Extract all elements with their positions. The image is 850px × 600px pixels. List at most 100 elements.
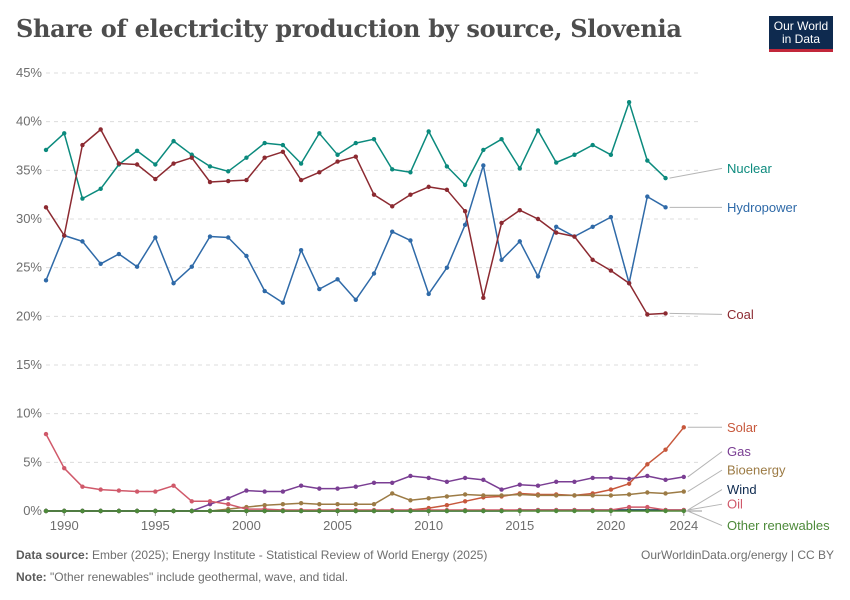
data-point <box>226 508 231 514</box>
data-point <box>608 268 614 273</box>
data-point <box>207 508 213 514</box>
y-tick-label: 45% <box>16 65 42 80</box>
owid-logo[interactable]: Our World in Data <box>769 16 833 52</box>
data-point <box>444 508 450 514</box>
logo-line-2: in Data <box>781 32 821 46</box>
data-point <box>462 182 468 188</box>
data-point <box>608 152 614 157</box>
data-point <box>371 501 377 507</box>
data-point <box>626 481 632 486</box>
data-point <box>390 480 395 485</box>
data-point <box>171 161 176 166</box>
data-point <box>572 234 577 239</box>
data-point <box>62 508 67 514</box>
data-point <box>353 140 358 146</box>
data-point <box>371 508 377 514</box>
data-point <box>645 312 650 317</box>
x-tick-label: 1995 <box>141 518 170 533</box>
data-point <box>371 271 377 276</box>
data-point <box>171 483 176 488</box>
data-point <box>134 162 140 167</box>
data-point <box>298 508 304 514</box>
y-tick-label: 5% <box>23 454 42 469</box>
data-point <box>43 508 49 514</box>
y-tick-label: 10% <box>16 406 42 421</box>
data-point <box>408 508 413 514</box>
data-point <box>244 177 249 183</box>
x-tick-label: 1990 <box>50 518 79 533</box>
data-point <box>462 499 468 504</box>
data-point <box>134 489 140 494</box>
label-connector <box>669 312 723 315</box>
data-point <box>554 160 559 165</box>
chart-title: Share of electricity production by sourc… <box>16 14 682 43</box>
data-point <box>98 127 103 132</box>
data-point <box>80 508 85 514</box>
data-point <box>371 480 377 485</box>
data-point <box>462 492 468 497</box>
data-point <box>43 431 49 437</box>
data-point <box>590 257 595 263</box>
series-line-hydropower <box>45 164 666 304</box>
data-point <box>80 484 85 489</box>
data-point <box>153 176 158 182</box>
legend-label: Bioenergy <box>727 463 786 478</box>
data-point <box>116 161 122 166</box>
label-connector <box>687 489 723 511</box>
data-point <box>317 286 322 292</box>
data-point <box>535 128 541 133</box>
data-point <box>608 508 614 514</box>
data-point <box>663 508 668 514</box>
data-point <box>244 508 249 514</box>
data-point <box>98 261 103 266</box>
data-point <box>298 501 304 506</box>
data-point <box>572 152 577 157</box>
data-point <box>262 489 267 494</box>
data-point <box>462 508 468 514</box>
legend-label: Wind <box>727 482 757 497</box>
legend-label: Hydropower <box>727 200 798 215</box>
data-point <box>98 487 103 492</box>
data-point <box>481 508 486 514</box>
data-source-text: Ember (2025); Energy Institute - Statist… <box>92 548 488 562</box>
data-point <box>317 170 322 175</box>
data-point <box>262 508 267 514</box>
data-point <box>572 493 577 498</box>
data-point <box>244 155 249 160</box>
data-point <box>645 462 650 467</box>
legend-label: Nuclear <box>727 161 772 176</box>
data-point <box>572 479 577 484</box>
data-point <box>554 479 559 484</box>
data-source-label: Data source: <box>16 548 89 562</box>
y-tick-label: 40% <box>16 114 42 129</box>
data-point <box>335 159 340 164</box>
data-point <box>408 170 413 175</box>
data-point <box>608 214 614 220</box>
data-point <box>572 508 577 514</box>
data-point <box>663 311 668 316</box>
data-point <box>608 487 614 492</box>
x-tick-label: 2010 <box>414 518 443 533</box>
data-point <box>681 508 686 514</box>
data-point <box>554 508 559 514</box>
data-point <box>280 149 286 155</box>
y-tick-label: 0% <box>23 503 42 518</box>
data-point <box>608 493 614 498</box>
x-tick-label: 2020 <box>596 518 625 533</box>
data-point <box>626 476 632 482</box>
label-connector <box>669 167 723 179</box>
data-point <box>645 473 650 479</box>
data-point <box>554 230 559 235</box>
data-point <box>335 152 340 157</box>
data-point <box>134 264 140 269</box>
data-point <box>426 475 431 481</box>
data-point <box>663 491 668 496</box>
data-point <box>517 166 522 171</box>
source-url[interactable]: OurWorldinData.org/energy | CC BY <box>641 548 834 562</box>
note-label: Note: <box>16 570 47 584</box>
data-point <box>408 238 413 243</box>
data-point <box>663 447 668 452</box>
logo-line-1: Our World <box>773 19 829 33</box>
data-point <box>499 220 504 226</box>
data-point <box>353 508 358 514</box>
